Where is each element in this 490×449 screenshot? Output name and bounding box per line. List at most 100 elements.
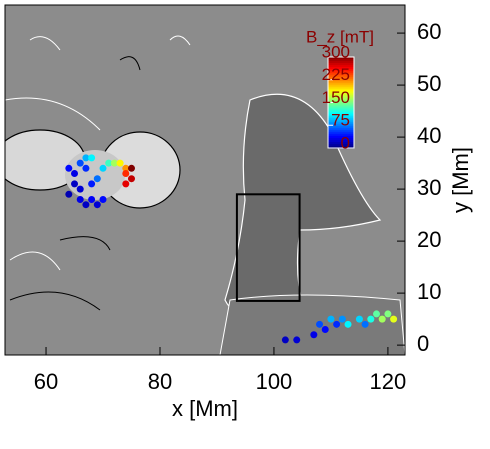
- colorbar-segment: [328, 71, 354, 74]
- plot-frame: [4, 4, 406, 356]
- point: [355, 315, 363, 323]
- colorbar-segment: [328, 133, 354, 137]
- point: [88, 154, 96, 162]
- point: [105, 159, 113, 167]
- point: [110, 159, 118, 167]
- colorbar-segment: [328, 59, 354, 62]
- colorbar-segment: [328, 95, 354, 99]
- y-tick-label: 20: [417, 227, 441, 252]
- colorbar-segment: [328, 109, 354, 113]
- point: [65, 164, 73, 172]
- y-tick-label: 40: [417, 123, 441, 148]
- point: [82, 154, 90, 162]
- colorbar-segment: [328, 107, 354, 111]
- colorbar-segment: [328, 85, 354, 88]
- point: [88, 196, 96, 204]
- point: [321, 326, 329, 334]
- point: [367, 315, 375, 323]
- colorbar-segment: [328, 89, 354, 92]
- point: [127, 164, 135, 172]
- point: [373, 310, 381, 318]
- colorbar-segment: [328, 67, 354, 70]
- point: [333, 320, 341, 328]
- point: [76, 185, 84, 193]
- colorbar-segment: [328, 145, 354, 149]
- point: [390, 315, 398, 323]
- colorbar-segment: [328, 101, 354, 105]
- colorbar-segment: [328, 105, 354, 109]
- colorbar-segment: [328, 143, 354, 147]
- point: [281, 336, 289, 344]
- point: [316, 320, 324, 328]
- region-box: [235, 193, 301, 302]
- colorbar-segment: [328, 97, 354, 101]
- colorbar-tick-label: 150: [322, 88, 350, 107]
- colorbar-segment: [328, 115, 354, 119]
- colorbar-tick-label: 300: [322, 42, 350, 61]
- colorbar-segment: [328, 113, 354, 117]
- colorbar-segment: [328, 63, 354, 66]
- colorbar-segment: [328, 119, 354, 123]
- colorbar-segment: [328, 81, 354, 84]
- colorbar-segment: [328, 141, 354, 145]
- point: [93, 201, 101, 209]
- point: [361, 320, 369, 328]
- colorbar-segment: [328, 69, 354, 72]
- colorbar-segment: [328, 87, 354, 90]
- x-axis-label: x [Mm]: [172, 396, 238, 421]
- point: [82, 164, 90, 172]
- colorbar-tick-label: 225: [322, 65, 350, 84]
- point: [82, 201, 90, 209]
- point: [88, 180, 96, 188]
- colorbar-segment: [328, 129, 354, 133]
- colorbar-segment: [328, 123, 354, 127]
- point: [99, 164, 107, 172]
- colorbar-segment: [328, 111, 354, 115]
- colorbar-segment: [328, 77, 354, 80]
- x-tick-label: 60: [34, 369, 58, 394]
- x-tick-label: 120: [370, 369, 407, 394]
- colorbar-segment: [328, 75, 354, 78]
- point: [344, 320, 352, 328]
- colorbar-segment: [328, 121, 354, 125]
- point: [293, 336, 301, 344]
- colorbar-segment: [328, 131, 354, 135]
- point: [71, 169, 79, 177]
- y-tick-label: 50: [417, 71, 441, 96]
- colorbar-segment: [328, 83, 354, 86]
- point: [310, 331, 318, 339]
- point: [338, 315, 346, 323]
- point: [122, 169, 130, 177]
- point: [327, 315, 335, 323]
- y-axis-label: y [Mm]: [448, 147, 473, 213]
- point: [76, 196, 84, 204]
- colorbar-segment: [328, 103, 354, 107]
- colorbar-segment: [328, 73, 354, 76]
- point: [99, 196, 107, 204]
- colorbar-segment: [328, 57, 354, 60]
- x-tick-label: 80: [148, 369, 172, 394]
- x-tick-label: 100: [256, 369, 293, 394]
- y-tick-label: 10: [417, 279, 441, 304]
- colorbar-segment: [328, 135, 354, 139]
- point: [384, 310, 392, 318]
- point: [122, 164, 130, 172]
- colorbar-segment: [328, 139, 354, 143]
- point: [116, 159, 124, 167]
- point: [122, 180, 130, 188]
- point: [65, 190, 73, 198]
- colorbar-segment: [328, 65, 354, 68]
- colorbar-segment: [328, 137, 354, 141]
- colorbar-segment: [328, 127, 354, 131]
- colorbar-segment: [328, 91, 354, 94]
- point: [93, 175, 101, 183]
- point: [127, 175, 135, 183]
- point: [71, 180, 79, 188]
- y-tick-label: 30: [417, 175, 441, 200]
- colorbar-segment: [328, 117, 354, 121]
- colorbar-tick-label: 0: [341, 133, 350, 152]
- y-tick-label: 0: [417, 331, 429, 356]
- y-tick-label: 60: [417, 19, 441, 44]
